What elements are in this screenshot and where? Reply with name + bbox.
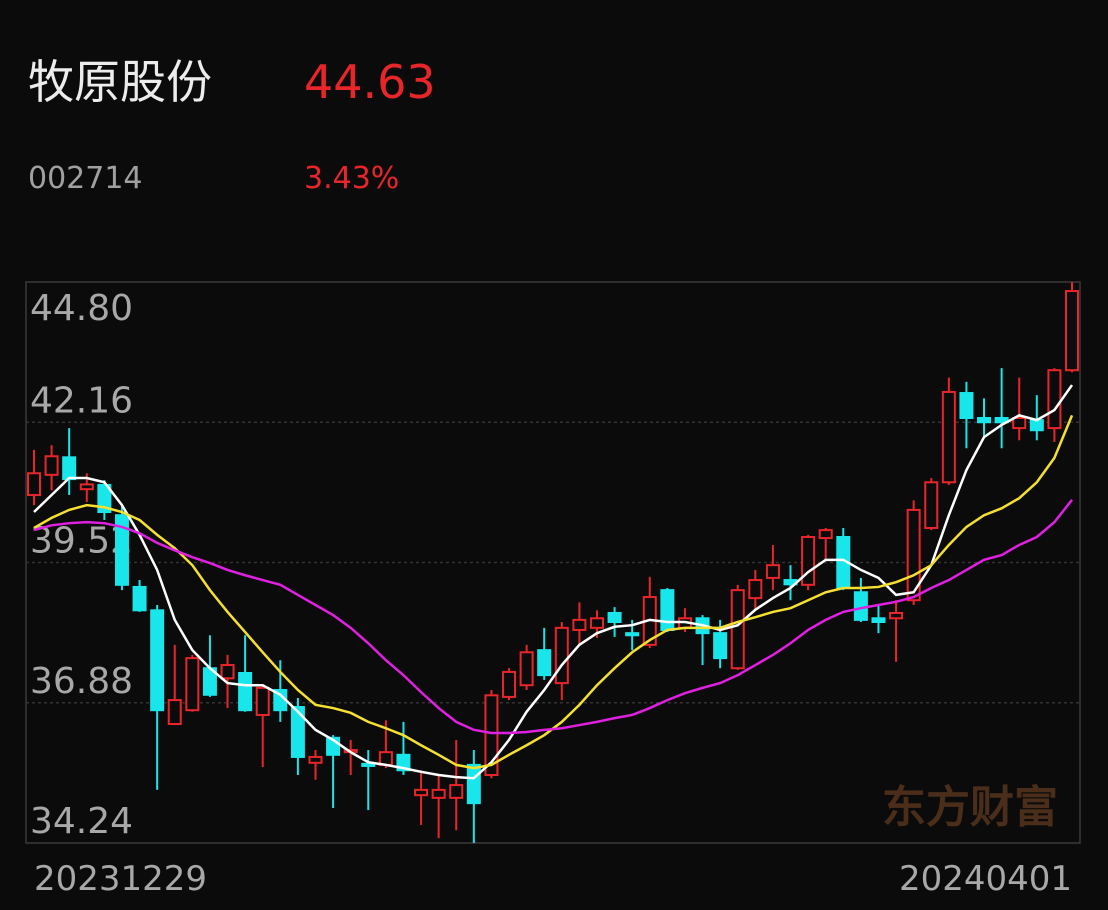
- candle-body: [977, 417, 992, 424]
- x-tick-label: 20231229: [34, 859, 207, 899]
- candle-body: [889, 611, 904, 620]
- candle-body: [713, 632, 728, 660]
- candle-body: [625, 632, 640, 637]
- moving-average-line: [33, 384, 1074, 780]
- candle-body: [255, 686, 270, 716]
- candle-body: [502, 670, 517, 698]
- candle-body: [519, 651, 534, 687]
- candle-body: [748, 579, 763, 600]
- y-tick-label: 36.88: [30, 661, 133, 702]
- candle-body: [1012, 417, 1027, 430]
- candle-body: [308, 755, 323, 764]
- candle-body: [1065, 290, 1079, 372]
- candle-body: [853, 591, 868, 621]
- candle-body: [959, 392, 974, 419]
- candle-body: [607, 611, 622, 623]
- candle-body: [114, 514, 129, 586]
- y-tick-label: 44.80: [30, 288, 133, 329]
- candle-body: [466, 763, 481, 805]
- stock-price: 44.63: [304, 55, 436, 109]
- candle-body: [378, 751, 393, 766]
- candle-body: [27, 472, 41, 497]
- candle-body: [572, 618, 587, 631]
- candle-body: [62, 456, 77, 481]
- candle-body: [414, 788, 429, 797]
- candle-body: [44, 455, 59, 476]
- candle-body: [150, 609, 165, 712]
- moving-average-line: [33, 499, 1073, 735]
- candle-body: [924, 481, 939, 529]
- candle-body: [554, 626, 569, 685]
- candle-body: [431, 788, 446, 799]
- candle-body: [1047, 369, 1062, 430]
- candle-body: [994, 417, 1009, 424]
- candle-body: [801, 536, 816, 586]
- candle-body: [97, 483, 112, 514]
- candle-body: [238, 672, 253, 712]
- candle-body: [871, 617, 886, 623]
- y-tick-label: 34.24: [30, 801, 133, 842]
- candle-body: [730, 589, 745, 670]
- candle-body: [167, 699, 182, 725]
- candle-body: [79, 483, 94, 491]
- candle-body: [941, 390, 956, 484]
- price-change: 3.43%: [304, 161, 399, 196]
- candle-body: [449, 784, 464, 799]
- stock-code: 002714: [28, 161, 143, 196]
- candle-body: [185, 657, 200, 712]
- candle-body: [765, 564, 780, 579]
- candle-body: [660, 589, 675, 631]
- watermark: 东方财富: [882, 782, 1058, 833]
- candle-body: [132, 585, 147, 612]
- stock-name: 牧原股份: [28, 55, 212, 109]
- y-tick-label: 42.16: [30, 380, 133, 421]
- candle-body: [290, 706, 305, 758]
- candle-body: [818, 529, 833, 540]
- candle-body: [361, 762, 376, 767]
- candle-body: [589, 617, 604, 629]
- x-tick-label: 20240401: [899, 859, 1072, 899]
- candle-body: [537, 649, 552, 677]
- candle-body: [220, 664, 235, 680]
- candle-body: [1029, 419, 1044, 432]
- candle-body: [484, 694, 499, 776]
